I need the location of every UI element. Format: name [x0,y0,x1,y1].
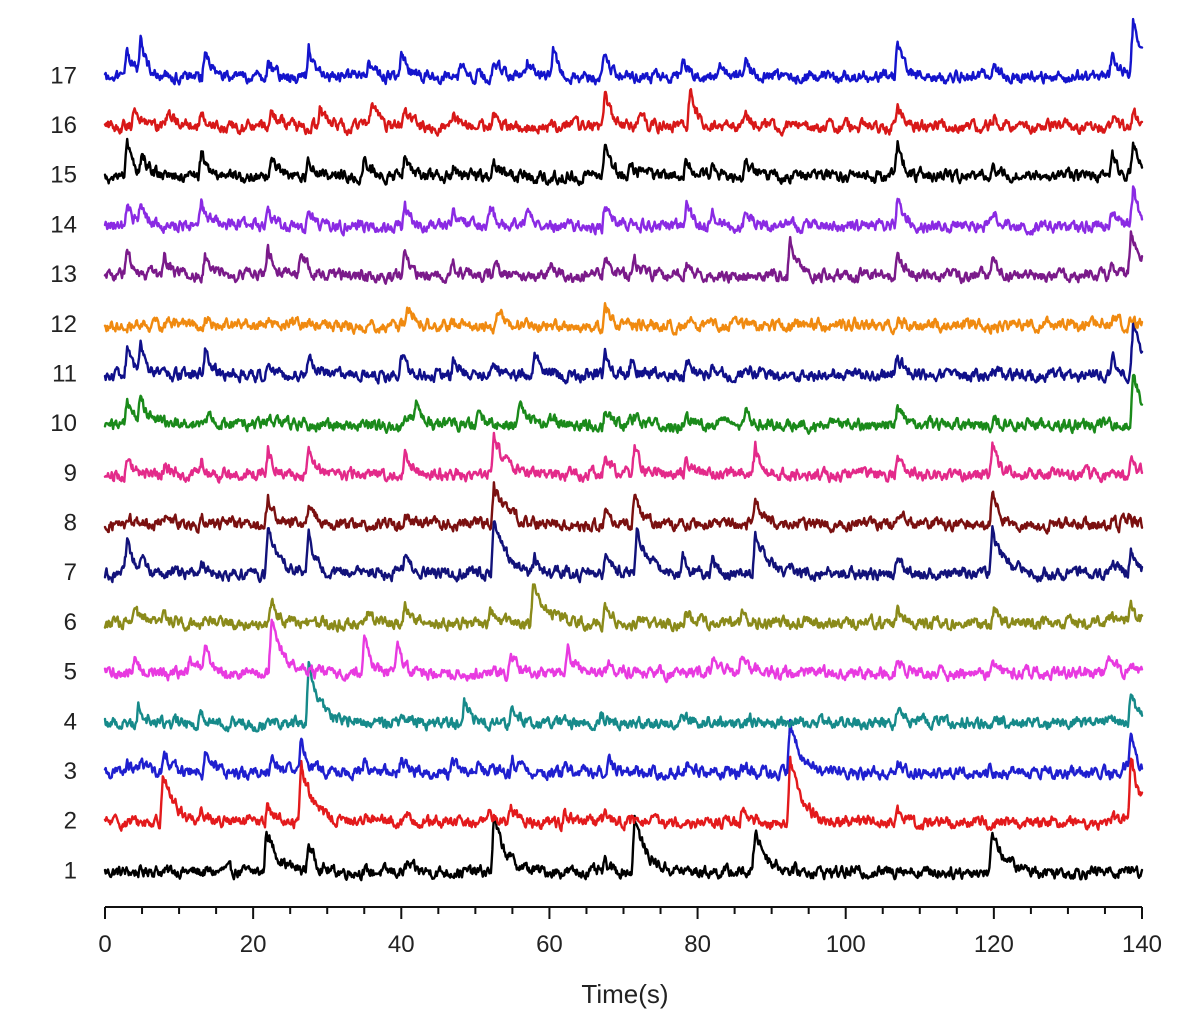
trace-line-12 [103,302,1144,336]
trace-line-16 [103,87,1144,137]
trace-label-4: 4 [64,708,77,735]
trace-label-3: 3 [64,758,77,785]
x-tick-label: 120 [974,931,1014,958]
trace-line-6 [103,583,1144,633]
trace-line-14 [103,185,1144,237]
x-axis: 0 20 40 60 80 100 120 140 [98,906,1162,958]
trace-label-1: 1 [64,857,77,884]
x-tick-label: 100 [826,931,866,958]
trace-label-5: 5 [64,659,77,686]
trace-line-8 [103,481,1144,535]
x-tick-label: 140 [1122,931,1162,958]
trace-label-14: 14 [50,211,77,238]
trace-line-4 [103,660,1144,733]
trace-label-9: 9 [64,460,77,487]
trace-line-13 [103,230,1144,285]
x-axis-title: Time(s) [581,979,668,1009]
trace-line-9 [103,431,1144,484]
x-tick-label: 20 [240,931,267,958]
trace-label-16: 16 [50,112,77,139]
trace-line-15 [103,137,1144,187]
trace-label-13: 13 [50,261,77,288]
trace-label-7: 7 [64,559,77,586]
x-tick-label: 0 [98,931,111,958]
trace-label-8: 8 [64,510,77,537]
trace-label-15: 15 [50,162,77,189]
x-tick-label: 40 [388,931,415,958]
trace-line-3 [103,718,1144,782]
trace-line-2 [103,755,1144,833]
trace-line-7 [103,520,1144,584]
trace-line-11 [103,321,1144,385]
x-tick-label: 80 [684,931,711,958]
trace-label-2: 2 [64,808,77,835]
trace-line-1 [103,814,1144,882]
trace-label-12: 12 [50,311,77,338]
trace-label-11: 11 [52,360,77,387]
x-tick-label: 60 [536,931,563,958]
trace-line-17 [103,17,1144,86]
trace-line-10 [103,373,1144,435]
trace-label-10: 10 [50,410,77,437]
trace-line-5 [103,618,1144,684]
trace-label-6: 6 [64,609,77,636]
trace-label-17: 17 [50,62,77,89]
traces-layer [103,17,1144,882]
